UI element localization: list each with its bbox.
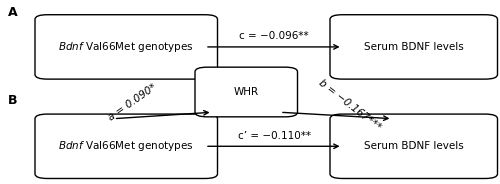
Text: $\it{Bdnf}$ Val66Met genotypes: $\it{Bdnf}$ Val66Met genotypes bbox=[58, 139, 194, 153]
Text: b = −0.167***: b = −0.167*** bbox=[317, 77, 383, 132]
Text: WHR: WHR bbox=[234, 87, 259, 97]
Text: $\it{Bdnf}$ Val66Met genotypes: $\it{Bdnf}$ Val66Met genotypes bbox=[58, 40, 194, 54]
Text: Serum BDNF levels: Serum BDNF levels bbox=[364, 141, 464, 151]
FancyBboxPatch shape bbox=[330, 15, 498, 79]
FancyBboxPatch shape bbox=[330, 114, 498, 178]
Text: A: A bbox=[8, 6, 17, 19]
Text: Serum BDNF levels: Serum BDNF levels bbox=[364, 42, 464, 52]
Text: a = 0.090*: a = 0.090* bbox=[106, 82, 158, 123]
Text: B: B bbox=[8, 94, 17, 107]
Text: c = −0.096**: c = −0.096** bbox=[239, 31, 309, 41]
FancyBboxPatch shape bbox=[35, 15, 218, 79]
FancyBboxPatch shape bbox=[195, 67, 298, 117]
Text: c’ = −0.110**: c’ = −0.110** bbox=[238, 131, 310, 141]
FancyBboxPatch shape bbox=[35, 114, 218, 178]
